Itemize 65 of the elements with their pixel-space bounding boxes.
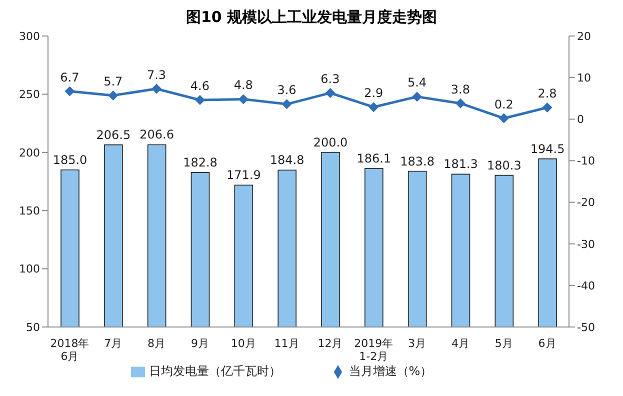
data-label: 2.9 <box>364 86 384 100</box>
y2-tick-label: 20 <box>577 30 591 43</box>
x-tick-label: 3月 <box>408 337 426 350</box>
y2-tick-label: 10 <box>577 71 591 84</box>
y-tick-label: 200 <box>19 146 40 160</box>
y-tick-label: 250 <box>19 88 40 102</box>
data-label: 182.8 <box>183 155 218 170</box>
y-tick-label: 100 <box>19 262 40 276</box>
point <box>368 102 379 112</box>
x-tick-label: 12月 <box>318 337 343 350</box>
x-tick-label: 4月 <box>451 337 470 350</box>
x-tick-label: 2019年 1-2月 <box>354 337 394 363</box>
data-label: 181.3 <box>444 157 478 172</box>
data-label: 184.8 <box>270 153 304 168</box>
data-label: 0.2 <box>494 97 514 112</box>
point <box>542 102 552 113</box>
y2-tick-label: -30 <box>577 238 595 251</box>
data-label: 3.8 <box>450 82 470 96</box>
data-label: 6.3 <box>320 72 340 86</box>
point <box>238 94 248 104</box>
data-label: 5.4 <box>407 76 427 90</box>
y2-tick-label: -40 <box>577 279 595 292</box>
chart-title: 图10 规模以上工业发电量月度走势图 <box>184 8 438 28</box>
point <box>152 84 162 94</box>
point <box>412 92 422 102</box>
x-tick-label: 2018年 6月 <box>50 337 90 363</box>
point <box>282 99 292 110</box>
x-tick-label: 9月 <box>190 337 209 350</box>
point <box>108 90 118 100</box>
y2-tick-label: 0 <box>577 113 584 126</box>
x-tick-label: 5月 <box>494 337 513 350</box>
data-label: 206.6 <box>140 128 174 142</box>
data-label: 200.0 <box>313 135 348 150</box>
legend-label: 当月增速（%） <box>348 364 432 378</box>
y-tick-label: 50 <box>26 320 40 334</box>
y-tick-label: 150 <box>19 204 40 218</box>
data-label: 3.6 <box>277 83 296 98</box>
data-label: 2.8 <box>538 86 557 101</box>
data-label: 186.1 <box>356 152 392 166</box>
data-label: 4.8 <box>234 78 253 92</box>
data-label: 7.3 <box>146 68 166 82</box>
point <box>455 98 466 108</box>
point <box>498 113 509 124</box>
data-label: 180.3 <box>486 158 522 172</box>
data-label: 5.7 <box>104 74 123 88</box>
data-label: 194.5 <box>530 142 565 156</box>
point <box>194 95 205 106</box>
x-tick-label: 10月 <box>230 337 256 350</box>
y2-tick-label: -20 <box>577 196 595 210</box>
legend-label: 日均发电量（亿千瓦时） <box>148 364 281 378</box>
data-label: 183.8 <box>400 154 435 168</box>
x-tick-label: 6月 <box>538 337 556 350</box>
y-tick-label: 300 <box>19 30 40 43</box>
data-label: 206.5 <box>96 128 131 142</box>
y2-tick-label: -50 <box>577 320 595 334</box>
data-label: 4.6 <box>190 79 210 94</box>
data-label: 6.7 <box>60 70 80 84</box>
x-tick-label: 7月 <box>104 337 122 350</box>
data-label: 171.9 <box>226 168 261 182</box>
x-tick-label: 11月 <box>274 337 300 350</box>
y2-tick-label: -10 <box>577 154 595 168</box>
point <box>64 86 75 96</box>
point <box>325 88 336 98</box>
x-tick-label: 8月 <box>148 337 166 350</box>
data-label: 185.0 <box>52 152 88 167</box>
